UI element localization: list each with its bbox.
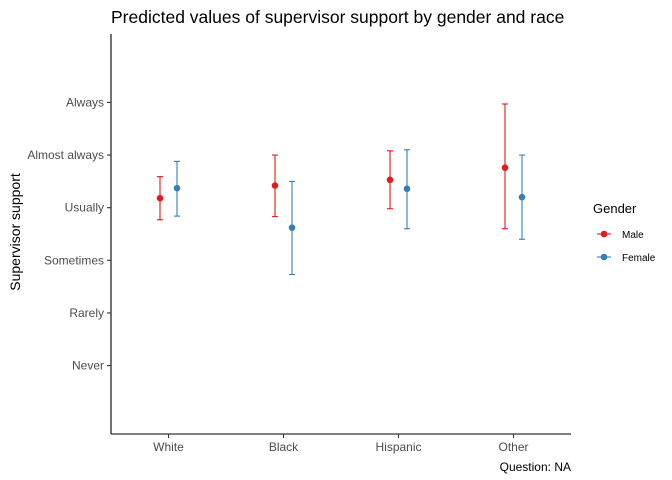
legend-item-female: Female <box>597 253 656 264</box>
point-female <box>288 224 296 231</box>
y-tick-label: Usually <box>65 201 104 215</box>
chart-caption: Question: NA <box>500 460 571 474</box>
x-axis: White Black Hispanic Other <box>111 433 571 454</box>
point-male <box>501 164 509 171</box>
x-tick-label: Hispanic <box>375 440 421 454</box>
legend: Gender Male Female <box>593 201 656 264</box>
legend-label-male: Male <box>622 230 644 241</box>
x-tick-label: White <box>153 440 184 454</box>
legend-title: Gender <box>593 201 637 216</box>
y-tick-label: Always <box>66 95 104 109</box>
y-axis-title: Supervisor support <box>7 173 23 291</box>
x-tick-label: Other <box>498 440 528 454</box>
y-tick-label: Rarely <box>69 306 104 320</box>
point-female <box>403 185 411 193</box>
y-tick-label: Never <box>72 359 104 373</box>
data-marks <box>156 103 526 276</box>
legend-label-female: Female <box>622 253 656 264</box>
chart-title: Predicted values of supervisor support b… <box>111 7 564 27</box>
series-female <box>173 149 526 276</box>
y-axis: Never Rarely Sometimes Usually Almost always… <box>27 34 112 434</box>
point-female <box>518 193 526 201</box>
point-male <box>271 182 279 189</box>
legend-key-point-male <box>600 230 608 238</box>
point-male <box>156 194 164 202</box>
y-tick-label: Almost always <box>27 148 104 162</box>
point-male <box>386 176 394 184</box>
legend-item-male: Male <box>597 230 644 241</box>
point-female <box>173 184 181 192</box>
y-tick-label: Sometimes <box>44 253 104 267</box>
x-tick-label: Black <box>269 440 299 454</box>
series-male <box>156 103 509 230</box>
legend-key-point-female <box>600 253 608 261</box>
